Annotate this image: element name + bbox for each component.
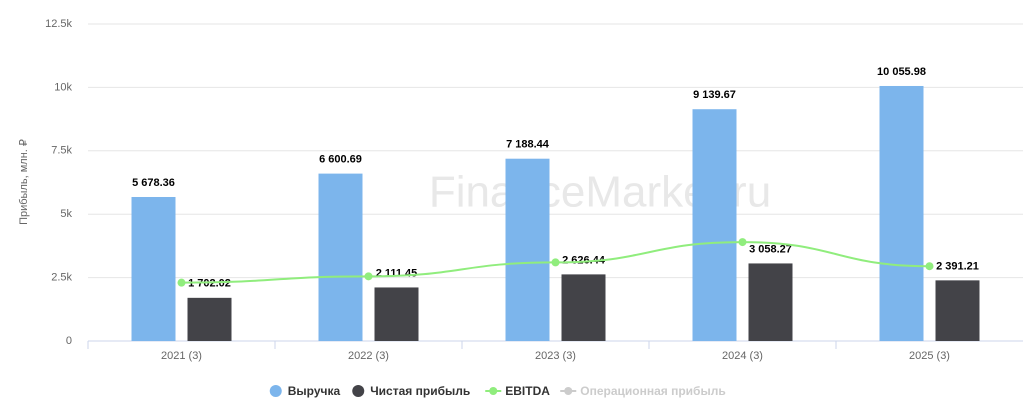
value-label: 10 055.98	[877, 66, 926, 78]
bar	[131, 196, 176, 341]
y-tick-label: 10k	[54, 81, 72, 93]
value-label: 2 111.45	[376, 267, 418, 279]
y-tick-label: 2.5k	[51, 272, 72, 284]
legend-marker	[352, 385, 365, 397]
bar	[374, 287, 419, 341]
value-label: 2 626.44	[562, 254, 606, 266]
x-tick-label: 2021 (3)	[161, 350, 202, 362]
line-point	[551, 258, 560, 267]
value-label: 1 702.02	[188, 278, 231, 290]
y-tick-label: 0	[66, 335, 72, 347]
legend-marker	[564, 387, 573, 395]
line-point	[738, 238, 747, 247]
bar	[187, 297, 232, 341]
legend-label: Выручка	[288, 384, 341, 398]
bar	[318, 173, 363, 341]
y-axis-label: Прибыль, млн. ₽	[18, 139, 30, 225]
y-tick-label: 7.5k	[51, 145, 72, 157]
value-label: 6 600.69	[319, 154, 362, 166]
x-tick-label: 2022 (3)	[348, 350, 389, 362]
value-label: 9 139.67	[693, 89, 736, 101]
legend-label: EBITDA	[505, 384, 550, 398]
line-point	[364, 272, 373, 281]
legend-label: Чистая прибыль	[370, 384, 470, 398]
bar	[748, 263, 793, 341]
value-label: 3 058.27	[749, 243, 792, 255]
legend-label: Операционная прибыль	[580, 384, 725, 398]
legend-marker	[489, 387, 498, 395]
value-label: 5 678.36	[132, 177, 175, 189]
x-tick-label: 2023 (3)	[535, 350, 576, 362]
bar	[561, 274, 606, 341]
bar	[505, 158, 550, 341]
bar	[692, 109, 737, 341]
line-point	[925, 262, 934, 271]
line-point	[177, 278, 186, 287]
value-label: 2 391.21	[936, 260, 979, 272]
legend-marker	[269, 385, 282, 397]
y-tick-label: 5k	[60, 208, 72, 220]
y-tick-label: 12.5k	[45, 18, 72, 30]
x-tick-label: 2024 (3)	[722, 350, 763, 362]
bar	[879, 85, 924, 341]
bar	[935, 280, 980, 341]
x-tick-label: 2025 (3)	[909, 350, 950, 362]
value-label: 7 188.44	[506, 139, 550, 151]
